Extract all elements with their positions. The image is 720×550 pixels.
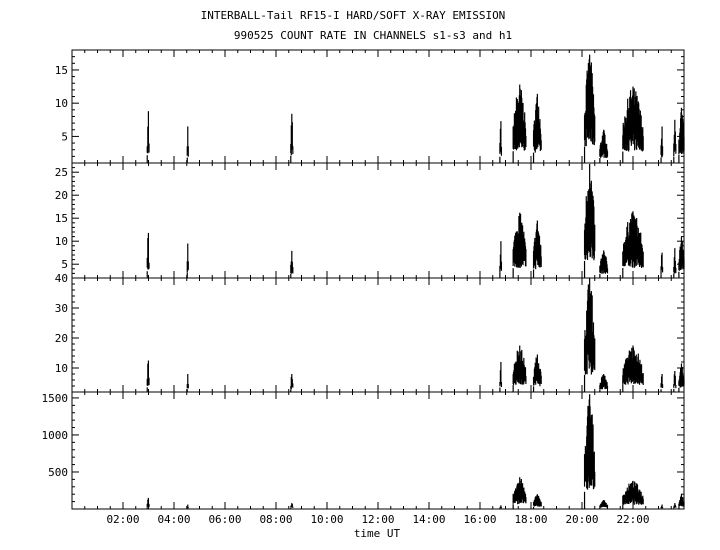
y-tick-label-s1: 10 [55,97,68,110]
burst-s3 [499,362,503,392]
burst-h1 [290,503,294,509]
y-tick-label-h1: 500 [48,466,68,479]
burst-s3 [622,345,644,392]
burst-s1 [678,107,685,163]
y-tick-label-s2: 20 [55,189,68,202]
panels-group: 5 10 15 5 10 15 20 25 10 20 30 40 500 1000 1500 [42,49,685,510]
x-tick-label: 20:00 [565,513,598,526]
y-tick-label-h1: 1500 [42,392,69,405]
x-tick-label: 10:00 [310,513,343,526]
burst-h1 [499,505,503,509]
burst-s1 [583,54,596,163]
panel-s3: 10 20 30 40 [55,272,685,393]
y-tick-label-s3: 40 [55,272,68,285]
burst-s3 [512,345,527,392]
burst-s3 [146,360,150,392]
x-tick-label: 18:00 [514,513,547,526]
burst-s2 [499,241,503,278]
x-tick-label: 04:00 [157,513,190,526]
x-axis: 02:00 04:00 06:00 08:00 10:00 12:00 14:00 16:00… [106,513,649,526]
burst-s2 [622,211,644,278]
burst-s2 [678,236,685,278]
burst-s1 [186,126,189,163]
burst-h1 [512,477,527,509]
y-tick-label-s2: 5 [61,258,68,271]
burst-s3 [660,374,664,392]
y-tick-label-s2: 15 [55,212,68,225]
burst-s2 [186,243,189,278]
x-tick-label: 14:00 [412,513,445,526]
x-tick-label: 22:00 [616,513,649,526]
burst-s1 [512,84,527,163]
burst-h1 [622,480,644,509]
burst-h1 [660,504,664,509]
x-tick-label: 12:00 [361,513,394,526]
panel-h1: 500 1000 1500 [42,391,685,510]
burst-s1 [660,126,664,163]
y-tick-label-s2: 25 [55,166,68,179]
burst-s2 [512,212,527,278]
burst-s1 [290,113,294,163]
burst-s3 [583,278,596,392]
burst-s1 [599,129,609,163]
x-axis-title: time UT [354,527,401,540]
chart-title-line2: 990525 COUNT RATE IN CHANNELS s1-s3 and … [234,29,512,42]
burst-s3 [290,374,294,392]
burst-s2 [290,250,294,278]
burst-s2 [599,250,609,278]
burst-s2 [660,252,664,278]
y-tick-label-s1: 5 [61,130,68,143]
y-tick-label-s3: 30 [55,302,68,315]
y-tick-label-s1: 15 [55,64,68,77]
burst-s1 [673,119,677,163]
burst-h1 [673,503,677,509]
x-tick-label: 02:00 [106,513,139,526]
burst-s2 [673,248,677,278]
burst-s2 [583,163,596,278]
burst-s1 [146,111,150,163]
burst-h1 [599,500,609,509]
y-tick-label-s3: 20 [55,332,68,345]
y-tick-label-h1: 1000 [42,429,69,442]
chart-title-line1: INTERBALL-Tail RF15-I HARD/SOFT X-RAY EM… [201,9,506,22]
burst-s3 [599,374,609,392]
burst-s3 [186,374,189,392]
burst-h1 [583,394,596,509]
burst-h1 [678,494,685,509]
x-tick-label: 16:00 [463,513,496,526]
burst-s1 [622,86,644,163]
y-tick-label-s3: 10 [55,362,68,375]
burst-h1 [532,494,542,509]
burst-s2 [146,232,150,278]
burst-s2 [532,220,542,278]
burst-s1 [532,93,542,163]
burst-s3 [678,363,685,392]
panel-s1: 5 10 15 [55,49,685,164]
burst-h1 [186,504,189,509]
burst-s1 [499,121,503,163]
x-tick-label: 08:00 [259,513,292,526]
x-tick-label: 06:00 [208,513,241,526]
burst-s3 [673,371,677,392]
burst-h1 [146,497,150,509]
y-tick-label-s2: 10 [55,235,68,248]
burst-s3 [532,354,542,392]
panel-s2: 5 10 15 20 25 [55,162,685,279]
